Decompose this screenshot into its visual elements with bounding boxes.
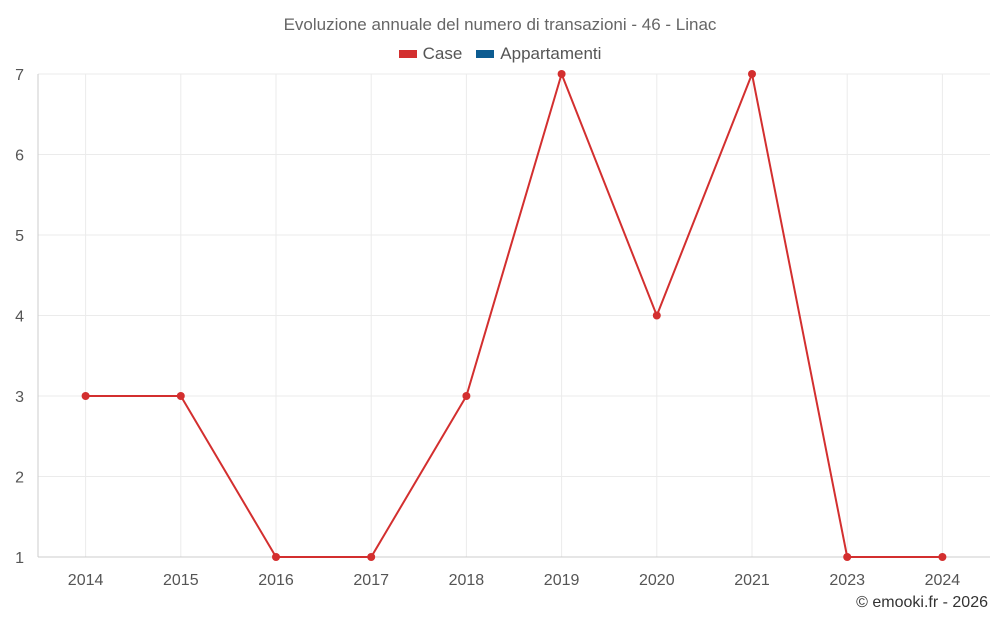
x-tick-label: 2020 (639, 572, 675, 589)
data-point-2017 (367, 553, 376, 561)
data-point-2018 (462, 392, 471, 400)
chart-title: Evoluzione annuale del numero di transaz… (283, 15, 717, 34)
data-point-2021 (748, 70, 756, 78)
data-point-2016 (272, 553, 280, 561)
series (81, 70, 947, 561)
x-tick-label: 2017 (353, 572, 389, 589)
series-line-case (85, 73, 943, 558)
y-tick-label: 1 (15, 550, 24, 567)
y-tick-label: 2 (15, 470, 24, 487)
legend-item-case[interactable]: Case (398, 44, 463, 64)
x-tick-label: 2021 (734, 572, 770, 589)
credit-text: © emooki.fr - 2026 (856, 594, 988, 611)
y-tick-label: 3 (15, 389, 24, 406)
y-tick-label: 5 (15, 228, 24, 245)
x-tick-label: 2018 (449, 572, 485, 589)
x-tick-label: 2024 (925, 572, 961, 589)
legend: Case Appartamenti (0, 44, 1000, 64)
x-tick-label: 2016 (258, 572, 294, 589)
x-tick-label: 2023 (829, 572, 865, 589)
grid (38, 73, 990, 557)
data-point-2019 (557, 70, 566, 78)
data-point-2014 (81, 392, 90, 400)
legend-label-appartamenti: Appartamenti (500, 44, 602, 63)
axes: 1 2 3 4 5 6 7 2014 2015 2016 2017 2018 2019 2020 2021 2… (15, 67, 990, 589)
y-tick-label: 6 (15, 148, 24, 165)
x-tick-label: 2019 (544, 572, 580, 589)
y-tick-label: 7 (15, 67, 24, 84)
data-point-2023 (843, 553, 852, 561)
legend-swatch-case (398, 50, 417, 58)
data-point-2020 (652, 311, 661, 320)
legend-label-case: Case (422, 44, 463, 63)
x-tick-label: 2014 (68, 572, 104, 589)
data-point-2015 (176, 392, 185, 400)
x-tick-label: 2015 (163, 572, 199, 589)
y-tick-label: 4 (15, 309, 24, 326)
legend-item-appartamenti[interactable]: Appartamenti (476, 44, 601, 64)
legend-swatch-appartamenti (476, 50, 495, 58)
data-point-2024 (938, 553, 947, 561)
